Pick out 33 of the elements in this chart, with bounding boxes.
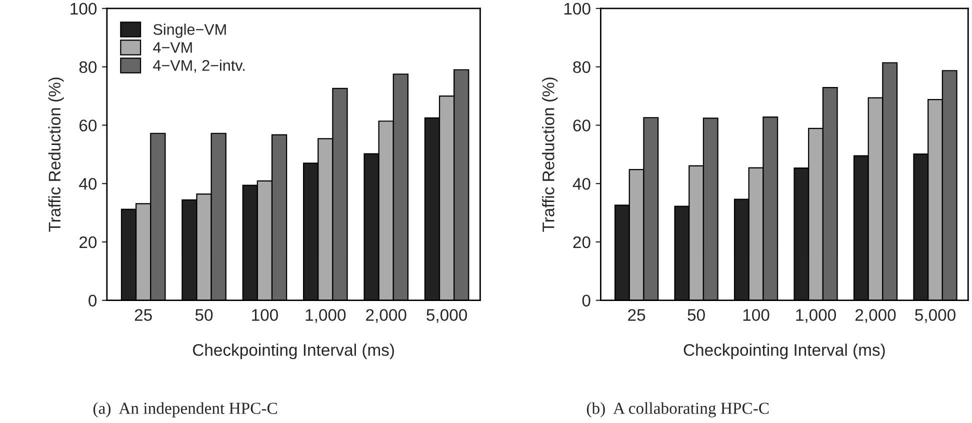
y-axis-title: Traffic Reduction (%) — [48, 78, 64, 232]
x-tick-label: 25 — [134, 309, 152, 321]
y-axis-title: Traffic Reduction (%) — [542, 78, 558, 232]
y-tick-label: 80 — [573, 61, 590, 74]
x-tick-label: 1,000 — [306, 309, 346, 323]
x-tick-label: 100 — [252, 309, 278, 321]
y-tick-label: 100 — [70, 2, 97, 15]
text: (a) An independent HPC-C — [93, 402, 277, 418]
x-tick-label: 2,000 — [856, 309, 896, 323]
y-tick-label: 20 — [573, 236, 590, 248]
y-tick-label: 0 — [582, 294, 590, 307]
x-tick-label: 5,000 — [426, 309, 467, 323]
y-tick-label: 20 — [80, 236, 97, 248]
y-tick-label: 100 — [564, 2, 590, 15]
legend-label: 4−VM, 2−intv. — [153, 60, 244, 73]
y-tick-label: 60 — [80, 120, 97, 132]
y-tick-label: 40 — [79, 178, 97, 190]
y-tick-label: 0 — [88, 294, 97, 307]
y-tick-label: 60 — [573, 120, 590, 132]
x-tick-label: 1,000 — [796, 309, 836, 323]
x-axis-title: Checkpointing Interval (ms) — [684, 344, 885, 360]
legend-label: 4−VM — [153, 42, 192, 53]
x-axis-title: Checkpointing Interval (ms) — [192, 344, 394, 360]
y-tick-label: 80 — [79, 61, 97, 74]
x-tick-label: 5,000 — [915, 309, 956, 323]
y-tick-label: 40 — [572, 178, 590, 190]
x-tick-label: 100 — [743, 309, 770, 321]
x-tick-label: 2,000 — [366, 309, 406, 323]
legend-label: Single−VM — [153, 24, 226, 38]
x-tick-label: 50 — [688, 309, 705, 321]
text: (b) A collaborating HPC-C — [586, 402, 769, 418]
x-tick-label: 50 — [195, 309, 213, 321]
x-tick-label: 25 — [628, 309, 646, 321]
